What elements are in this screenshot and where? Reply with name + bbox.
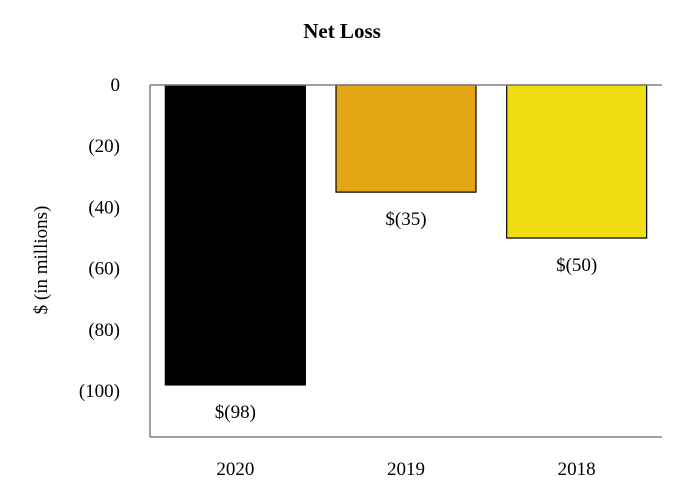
x-tick-label: 2018	[558, 459, 596, 480]
x-tick-label: 2020	[216, 459, 254, 480]
chart-title: Net Loss	[303, 19, 381, 43]
data-labels-group: $(98) $(35) $(50)	[215, 209, 597, 423]
y-tick-label: (100)	[79, 381, 120, 402]
y-tick-label: (40)	[88, 197, 120, 218]
y-tick-label: (20)	[88, 136, 120, 157]
data-label-2018: $(50)	[556, 255, 597, 276]
x-tick-label: 2019	[387, 459, 425, 480]
y-tick-label: (80)	[88, 320, 120, 341]
data-label-2020: $(98)	[215, 402, 256, 423]
y-tick-label: 0	[111, 75, 121, 96]
bars-group	[164, 84, 648, 386]
bar-2019	[335, 84, 477, 193]
y-axis-label: $ (in millions)	[31, 206, 52, 315]
data-label-2019: $(35)	[385, 209, 426, 230]
y-tick-label: (60)	[88, 259, 120, 280]
bar-2020	[164, 84, 306, 386]
bar-2018	[506, 84, 648, 239]
y-ticks-group: 0 (20) (40) (60) (80) (100)	[79, 75, 120, 402]
x-ticks-group: 2020 2019 2018	[216, 459, 595, 480]
